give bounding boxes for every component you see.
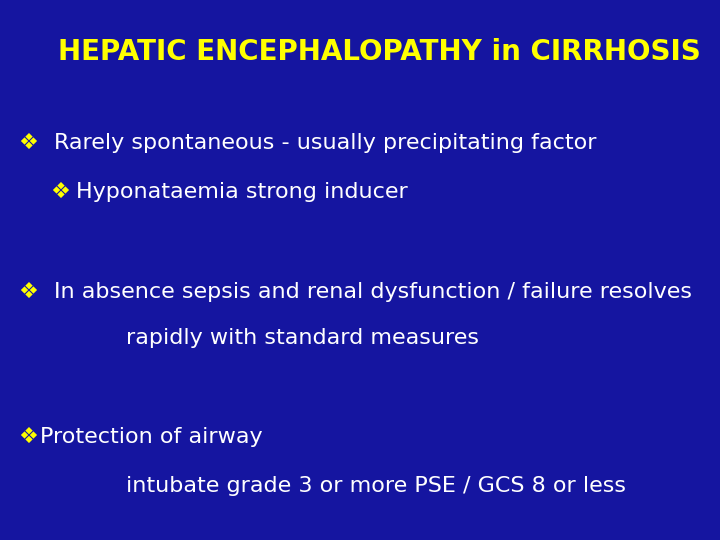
Text: ❖: ❖ [50, 181, 71, 202]
Text: ❖: ❖ [18, 133, 38, 153]
Text: ❖: ❖ [18, 281, 38, 302]
Text: In absence sepsis and renal dysfunction / failure resolves: In absence sepsis and renal dysfunction … [54, 281, 692, 302]
Text: intubate grade 3 or more PSE / GCS 8 or less: intubate grade 3 or more PSE / GCS 8 or … [126, 476, 626, 496]
Text: Hyponataemia strong inducer: Hyponataemia strong inducer [76, 181, 408, 202]
Text: ❖: ❖ [18, 427, 38, 448]
Text: Protection of airway: Protection of airway [40, 427, 263, 448]
Text: HEPATIC ENCEPHALOPATHY in CIRRHOSIS: HEPATIC ENCEPHALOPATHY in CIRRHOSIS [58, 38, 701, 66]
Text: Rarely spontaneous - usually precipitating factor: Rarely spontaneous - usually precipitati… [54, 133, 596, 153]
Text: rapidly with standard measures: rapidly with standard measures [126, 327, 479, 348]
